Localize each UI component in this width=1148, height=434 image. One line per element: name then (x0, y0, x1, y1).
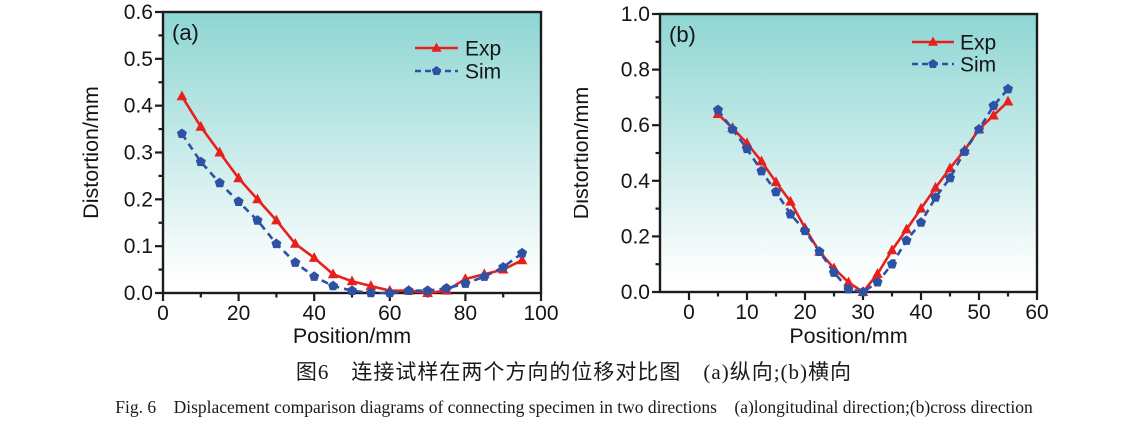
svg-text:0.4: 0.4 (124, 95, 154, 118)
x-axis-label: Position/mm (293, 324, 411, 348)
tick-labels: 0 10 20 30 40 50 60 0.0 0.2 0.4 0.6 0.8 1.0 (621, 3, 1049, 324)
svg-text:0.0: 0.0 (124, 282, 153, 305)
svg-text:50: 50 (967, 301, 990, 324)
svg-text:0: 0 (683, 301, 695, 324)
svg-text:0.0: 0.0 (621, 281, 650, 304)
svg-text:0.6: 0.6 (124, 1, 153, 24)
svg-text:40: 40 (909, 301, 932, 324)
svg-text:1.0: 1.0 (621, 3, 650, 26)
svg-text:0.6: 0.6 (621, 114, 650, 137)
svg-text:40: 40 (303, 302, 326, 325)
legend-label-exp: Exp (960, 32, 996, 55)
svg-text:10: 10 (735, 301, 758, 324)
svg-text:0.8: 0.8 (621, 59, 650, 82)
sim-series-markers (176, 128, 528, 298)
x-axis-label: Position/mm (789, 324, 907, 348)
chart-b: 0 10 20 30 40 50 60 0.0 0.2 0.4 0.6 0.8 1.0 (b) ExpSim… (574, 3, 1049, 348)
svg-text:20: 20 (793, 301, 816, 324)
svg-text:0.1: 0.1 (124, 235, 153, 258)
svg-text:0: 0 (157, 302, 169, 325)
chart-a-container: 0 20 40 60 80 100 0.0 0.1 0.2 0.3 0.4 0.5 0.6 (a) Exp S… (0, 0, 574, 352)
svg-text:60: 60 (1025, 301, 1048, 324)
tick-labels: 0 20 40 60 80 100 0.0 0.1 0.2 0.3 0.4 0.5 0.6 (124, 1, 559, 325)
svg-text:0.3: 0.3 (124, 142, 153, 165)
y-axis-label: Distortion/mm (574, 87, 593, 220)
chart-a: 0 20 40 60 80 100 0.0 0.1 0.2 0.3 0.4 0.5 0.6 (a) ExpS… (79, 1, 559, 348)
legend-label-sim: Sim (960, 54, 996, 77)
panel-label: (b) (669, 22, 696, 47)
sim-series-markers (712, 83, 1014, 297)
panel-label: (a) (172, 20, 199, 45)
charts-row: 0 20 40 60 80 100 0.0 0.1 0.2 0.3 0.4 0.5 0.6 (a) Exp S… (0, 0, 1148, 352)
svg-text:100: 100 (523, 302, 558, 325)
chart-b-container: 0 10 20 30 40 50 60 0.0 0.2 0.4 0.6 0.8 1.0 (b) Exp Sim… (574, 0, 1148, 352)
svg-text:80: 80 (454, 302, 477, 325)
svg-text:20: 20 (227, 302, 250, 325)
legend-label-sim: Sim (465, 61, 501, 84)
svg-text:0.2: 0.2 (124, 188, 153, 211)
caption-chinese: 图6 连接试样在两个方向的位移对比图 (a)纵向;(b)横向 (295, 360, 853, 384)
caption-english: Fig. 6 Displacement comparison diagrams … (115, 397, 1033, 417)
legend-label-exp: Exp (465, 38, 501, 61)
svg-text:0.2: 0.2 (621, 225, 650, 248)
plot-area (660, 14, 1037, 292)
svg-text:30: 30 (851, 301, 874, 324)
y-axis-label: Distortion/mm (79, 86, 103, 219)
svg-text:0.5: 0.5 (124, 48, 153, 71)
svg-text:0.4: 0.4 (621, 170, 651, 193)
plot-area (163, 12, 541, 293)
sim-series-line (716, 88, 1009, 294)
svg-text:60: 60 (378, 302, 401, 325)
